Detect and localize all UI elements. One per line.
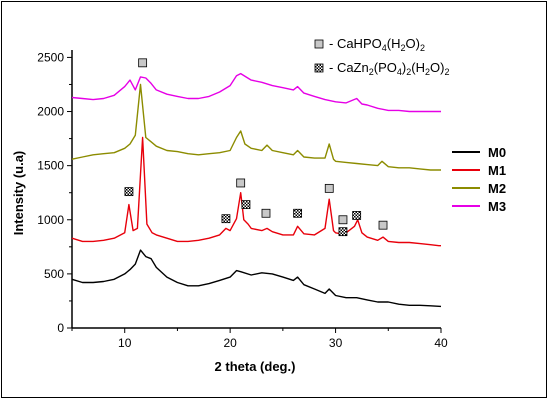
cahpo4-marker xyxy=(236,178,246,188)
cazn2-marker xyxy=(124,187,134,197)
cahpo4-marker xyxy=(261,208,271,218)
y-tick-label: 1500 xyxy=(37,159,64,173)
x-tick-label: 20 xyxy=(223,336,237,350)
legend-label-m0: M0 xyxy=(488,145,506,160)
phase-legend-hatched-marker xyxy=(314,63,324,73)
cazn2-marker xyxy=(241,200,251,210)
cahpo4-marker xyxy=(378,220,388,230)
legend-label-m2: M2 xyxy=(488,181,506,196)
cazn2-marker xyxy=(352,211,362,220)
phase-markers xyxy=(124,58,388,237)
legend-label-m3: M3 xyxy=(488,199,506,214)
phase-legend: - CaHPO4(H2O)2 - CaZn2(PO4)2(H2O)2 xyxy=(314,36,449,77)
series-layer xyxy=(71,72,442,308)
series-line-m2 xyxy=(71,83,441,171)
phase-legend-square-marker xyxy=(314,39,324,49)
series-legend: M0 M1 M2 M3 xyxy=(452,145,506,214)
y-axis-label: Intensity (u.a) xyxy=(11,151,26,236)
cazn2-marker xyxy=(221,214,231,224)
legend-label-m1: M1 xyxy=(488,163,506,178)
phase-legend-cahpo4: - CaHPO4(H2O)2 xyxy=(329,36,425,53)
cazn2-marker xyxy=(338,227,348,237)
axes: 0 500 1000 1500 2000 2500 10 20 30 40 xyxy=(37,50,448,350)
cazn2-marker xyxy=(293,208,303,218)
series-line-m1 xyxy=(71,136,441,247)
cahpo4-marker xyxy=(138,58,148,68)
cahpo4-marker xyxy=(338,215,348,225)
cahpo4-marker xyxy=(324,183,334,193)
y-tick-label: 500 xyxy=(44,267,64,281)
x-axis-label: 2 theta (deg.) xyxy=(215,359,296,374)
x-tick-label: 10 xyxy=(118,336,132,350)
phase-legend-cazn2: - CaZn2(PO4)2(H2O)2 xyxy=(329,60,449,77)
series-line-m0 xyxy=(71,249,442,308)
y-tick-label: 0 xyxy=(57,321,64,335)
series-line-m3 xyxy=(71,72,441,113)
x-tick-label: 30 xyxy=(329,336,343,350)
y-tick-label: 1000 xyxy=(37,213,64,227)
x-tick-label: 40 xyxy=(434,336,448,350)
y-tick-label: 2500 xyxy=(37,50,64,64)
y-tick-label: 2000 xyxy=(37,105,64,119)
